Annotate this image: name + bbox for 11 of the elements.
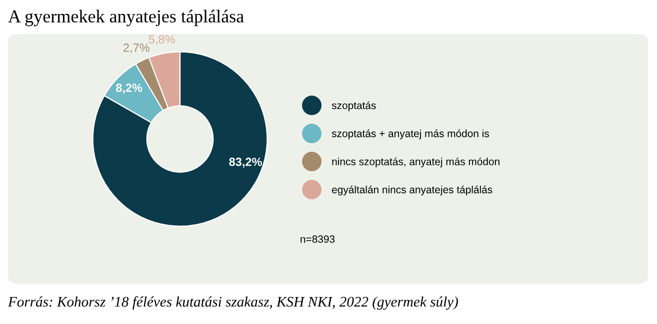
text: n=8393 — [300, 235, 335, 243]
legend-label: nincs szoptatás, anyatej más módon — [332, 158, 500, 168]
data-label: 83,2% — [229, 158, 262, 168]
legend-label: egyáltalán nincs anyatejes táplálás — [332, 186, 492, 196]
legend-label: szoptatás — [332, 101, 376, 112]
text: Forrás: Kohorsz ’18 féléves kutatási szakasz, KSH NKI, 2022 (gyermek súly) — [8, 296, 458, 310]
chart-title: A gyermekek anyatejes táplálása — [8, 10, 244, 26]
data-label: 8,2% — [116, 84, 142, 94]
data-label: 5,8% — [148, 35, 175, 45]
data-label: 2,7% — [124, 44, 150, 54]
legend-label: szoptatás + anyatej más módon is — [332, 129, 489, 140]
